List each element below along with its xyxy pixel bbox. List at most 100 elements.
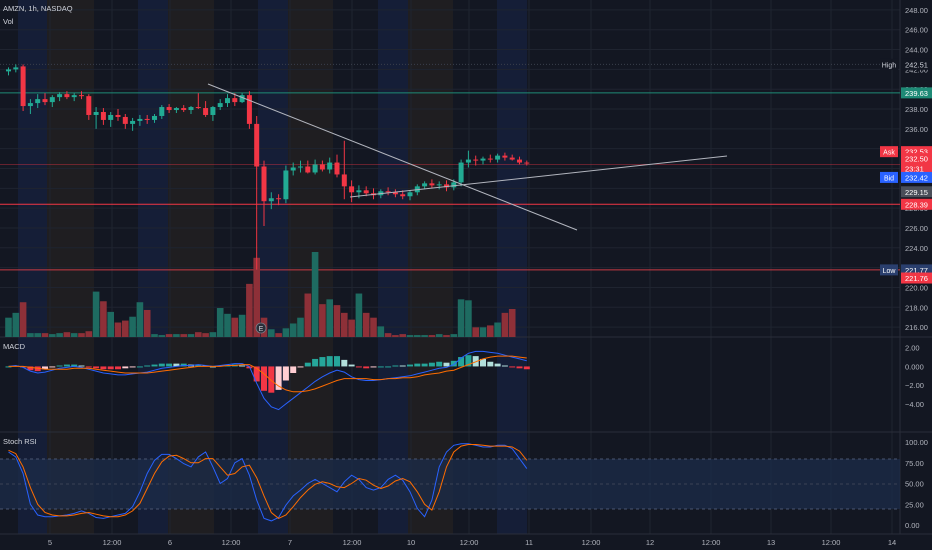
candle-body[interactable] bbox=[334, 162, 340, 175]
candle-body[interactable] bbox=[312, 164, 318, 173]
candle-body[interactable] bbox=[356, 190, 362, 193]
candle-body[interactable] bbox=[444, 184, 449, 188]
candle[interactable] bbox=[502, 152, 508, 161]
candle[interactable] bbox=[524, 160, 530, 166]
candle-body[interactable] bbox=[93, 112, 99, 115]
candle[interactable] bbox=[407, 190, 413, 201]
candle-body[interactable] bbox=[341, 174, 347, 187]
earnings-marker[interactable]: E bbox=[255, 322, 267, 334]
candle[interactable] bbox=[495, 153, 501, 163]
candle-body[interactable] bbox=[385, 191, 391, 193]
candle-body[interactable] bbox=[6, 69, 11, 72]
candle-body[interactable] bbox=[166, 107, 172, 111]
candle-body[interactable] bbox=[144, 118, 150, 120]
candle[interactable] bbox=[261, 160, 267, 226]
candle[interactable] bbox=[444, 180, 449, 192]
candle[interactable] bbox=[246, 91, 252, 129]
candle-body[interactable] bbox=[517, 159, 522, 163]
candle[interactable] bbox=[232, 93, 238, 107]
candle-body[interactable] bbox=[349, 186, 355, 193]
candle-body[interactable] bbox=[203, 108, 209, 115]
candle[interactable] bbox=[144, 114, 150, 124]
candle[interactable] bbox=[130, 117, 136, 131]
trendline-ascending[interactable] bbox=[349, 155, 728, 198]
candle-body[interactable] bbox=[115, 114, 121, 117]
candle-body[interactable] bbox=[407, 192, 413, 197]
candle[interactable] bbox=[152, 113, 157, 123]
candle-body[interactable] bbox=[465, 159, 471, 163]
candle-body[interactable] bbox=[429, 183, 435, 186]
candle[interactable] bbox=[71, 93, 77, 102]
candle-body[interactable] bbox=[35, 99, 41, 104]
candle[interactable] bbox=[100, 108, 106, 125]
candle[interactable] bbox=[6, 67, 11, 76]
candle[interactable] bbox=[108, 112, 114, 127]
candle[interactable] bbox=[20, 64, 26, 112]
candle-body[interactable] bbox=[305, 166, 311, 173]
macd-label[interactable]: MACD bbox=[3, 342, 26, 351]
candle-body[interactable] bbox=[509, 157, 515, 160]
candle-body[interactable] bbox=[27, 103, 33, 107]
candle-body[interactable] bbox=[473, 159, 479, 161]
stoch-rsi-label[interactable]: Stoch RSI bbox=[3, 437, 37, 446]
candle[interactable] bbox=[35, 94, 41, 109]
candle[interactable] bbox=[341, 140, 347, 200]
candle[interactable] bbox=[159, 105, 165, 119]
candle[interactable] bbox=[312, 159, 318, 175]
candle[interactable] bbox=[487, 154, 493, 163]
candle[interactable] bbox=[517, 156, 522, 165]
candle[interactable] bbox=[283, 165, 289, 204]
candle[interactable] bbox=[305, 160, 311, 174]
candle[interactable] bbox=[465, 150, 471, 168]
candle[interactable] bbox=[422, 181, 428, 190]
candle[interactable] bbox=[327, 157, 333, 174]
candle-body[interactable] bbox=[487, 158, 493, 160]
candle[interactable] bbox=[254, 115, 260, 270]
candle[interactable] bbox=[480, 156, 486, 165]
candle[interactable] bbox=[334, 154, 340, 178]
candle-body[interactable] bbox=[261, 166, 267, 202]
candle[interactable] bbox=[115, 109, 121, 121]
candle[interactable] bbox=[137, 114, 143, 126]
candle[interactable] bbox=[298, 160, 303, 173]
candle-body[interactable] bbox=[173, 108, 179, 111]
candle[interactable] bbox=[203, 101, 209, 117]
candle-body[interactable] bbox=[64, 94, 70, 98]
candle[interactable] bbox=[173, 107, 179, 113]
candle-body[interactable] bbox=[290, 167, 296, 171]
candle[interactable] bbox=[122, 113, 128, 129]
candle-body[interactable] bbox=[502, 155, 508, 158]
candle[interactable] bbox=[86, 94, 92, 120]
candle[interactable] bbox=[363, 186, 369, 197]
volume-label[interactable]: Vol bbox=[3, 17, 14, 26]
candle-body[interactable] bbox=[363, 190, 369, 194]
candle[interactable] bbox=[349, 180, 355, 203]
candle[interactable] bbox=[400, 190, 406, 200]
candle[interactable] bbox=[225, 94, 230, 108]
candle-body[interactable] bbox=[458, 162, 464, 183]
candle-body[interactable] bbox=[79, 95, 84, 97]
candle-body[interactable] bbox=[42, 99, 48, 103]
candle[interactable] bbox=[436, 181, 442, 190]
candle[interactable] bbox=[49, 95, 55, 108]
earnings-icon[interactable] bbox=[255, 322, 267, 334]
candle-body[interactable] bbox=[422, 183, 428, 187]
candle[interactable] bbox=[166, 104, 172, 113]
candle[interactable] bbox=[195, 93, 201, 110]
candle[interactable] bbox=[188, 106, 194, 114]
candle-body[interactable] bbox=[122, 116, 128, 124]
candle[interactable] bbox=[290, 162, 296, 176]
candle-body[interactable] bbox=[57, 94, 63, 98]
candle-body[interactable] bbox=[20, 66, 26, 107]
candle-body[interactable] bbox=[188, 107, 194, 111]
candle-body[interactable] bbox=[246, 95, 252, 124]
candle-body[interactable] bbox=[524, 162, 530, 164]
candle[interactable] bbox=[93, 107, 99, 129]
candle[interactable] bbox=[509, 154, 515, 161]
candle-body[interactable] bbox=[100, 112, 106, 120]
candle-body[interactable] bbox=[400, 194, 406, 197]
symbol-title[interactable]: AMZN, 1h, NASDAQ bbox=[3, 4, 73, 13]
candle[interactable] bbox=[64, 91, 70, 100]
candle[interactable] bbox=[473, 155, 479, 166]
candle-body[interactable] bbox=[159, 107, 165, 116]
